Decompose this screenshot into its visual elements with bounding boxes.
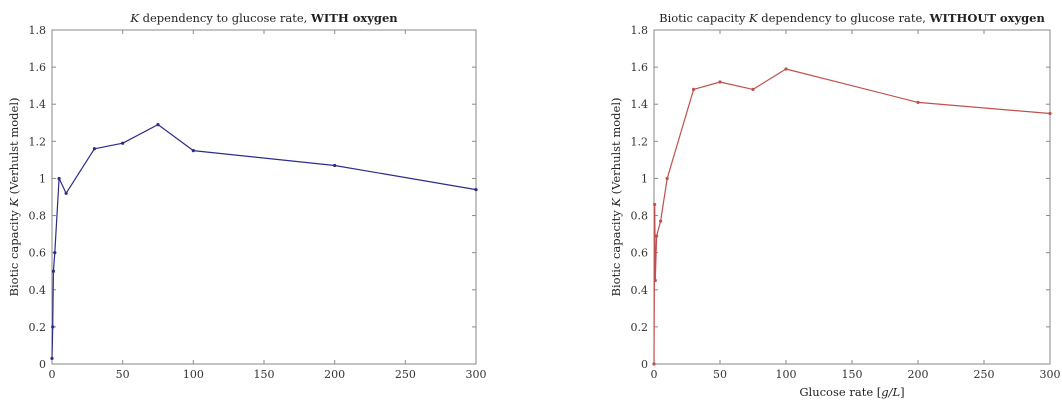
data-point	[474, 187, 478, 192]
series-line	[653, 68, 1051, 365]
data-point	[916, 100, 920, 104]
x-tick-label: 100	[776, 368, 797, 381]
data-point	[333, 163, 337, 168]
x-tick-label: 300	[466, 368, 487, 381]
data-point	[665, 176, 669, 181]
y-tick-label: 0.2	[29, 321, 47, 334]
data-point	[92, 147, 96, 151]
x-tick-label: 50	[116, 368, 130, 381]
x-tick-label: 200	[324, 368, 345, 381]
data-point	[718, 80, 722, 84]
y-axis-label: Biotic capacity K (Verhulst model)	[7, 98, 21, 297]
y-tick-label: 1	[641, 172, 648, 185]
plot-frame	[51, 29, 477, 365]
data-point	[50, 356, 54, 361]
data-point	[653, 202, 657, 207]
data-point	[51, 325, 55, 329]
chart-title: Biotic capacity K dependency to glucose …	[659, 11, 1045, 25]
data-point	[64, 191, 68, 195]
y-tick-label: 1.6	[631, 61, 649, 74]
series-line	[51, 123, 477, 359]
x-tick-label: 50	[713, 368, 727, 381]
chart-title: K dependency to glucose rate, WITH oxyge…	[129, 11, 398, 25]
y-tick-label: 1.4	[631, 98, 649, 111]
data-point	[655, 234, 659, 238]
data-point	[659, 219, 663, 223]
y-tick-label: 0.8	[631, 210, 649, 223]
x-tick-label: 200	[908, 368, 929, 381]
chart-1: 0 50 100 150 200 250 300 0 0.2 0.4 0.6 0.8 1 1.2 1.4 1.…	[7, 11, 487, 381]
x-tick-label: 100	[183, 368, 204, 381]
y-tick-label: 1.8	[631, 24, 649, 37]
data-point	[1048, 111, 1052, 116]
y-axis-label: Biotic capacity K (Verhulst model)	[609, 98, 623, 297]
x-tick-label: 250	[974, 368, 995, 381]
data-point	[53, 251, 57, 255]
y-tick-label: 0.6	[631, 247, 649, 260]
x-tick-label: 300	[1040, 368, 1061, 381]
y-tick-label: 1.4	[29, 98, 47, 111]
data-point	[751, 87, 755, 91]
data-point	[652, 362, 656, 366]
data-point	[121, 141, 125, 145]
x-tick-label: 250	[395, 368, 416, 381]
y-tick-label: 1.6	[29, 61, 47, 74]
x-axis-label: Glucose rate [g/L]	[799, 385, 904, 399]
y-tick-label: 0.4	[631, 284, 649, 297]
x-tick-label: 0	[49, 368, 56, 381]
y-tick-label: 0.8	[29, 210, 47, 223]
y-tick-label: 0.4	[29, 284, 47, 297]
x-tick-label: 150	[842, 368, 863, 381]
y-tick-label: 1.2	[29, 135, 47, 148]
data-point	[784, 67, 788, 71]
data-point	[653, 278, 657, 283]
chart-2: 0 50 100 150 200 250 300 0 0.2 0.4 0.6 0.8 1 1.2 1.4 1.…	[609, 11, 1061, 399]
y-tick-label: 0	[39, 358, 46, 371]
y-tick-label: 1.8	[29, 24, 47, 37]
data-point	[692, 87, 696, 91]
x-tick-label: 0	[651, 368, 658, 381]
y-tick-label: 0.6	[29, 247, 47, 260]
plot-frame	[653, 29, 1051, 365]
data-point	[57, 176, 61, 181]
data-point	[156, 123, 160, 127]
x-tick-label: 150	[254, 368, 275, 381]
y-tick-label: 1.2	[631, 135, 649, 148]
data-point	[191, 149, 195, 153]
y-tick-label: 1	[39, 172, 46, 185]
y-tick-label: 0.2	[631, 321, 649, 334]
y-tick-label: 0	[641, 358, 648, 371]
data-point	[51, 269, 56, 273]
